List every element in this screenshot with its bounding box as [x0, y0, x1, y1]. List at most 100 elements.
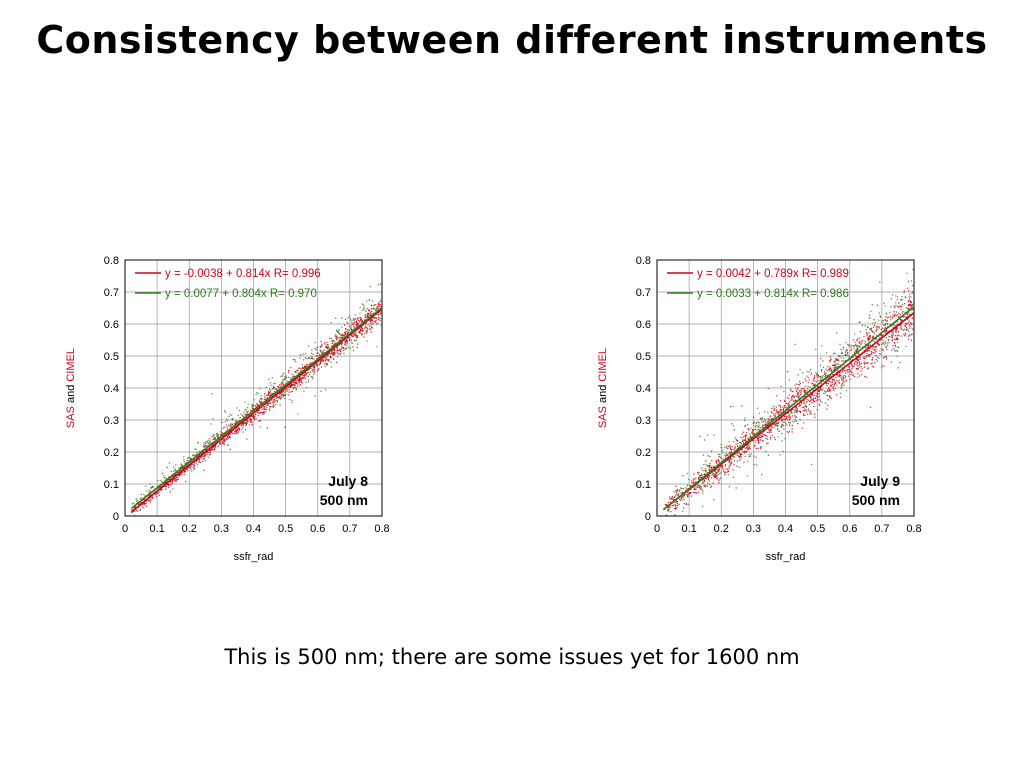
scatter-point: [164, 488, 167, 490]
scatter-point: [864, 347, 867, 349]
scatter-point: [826, 382, 828, 385]
scatter-point: [842, 348, 845, 350]
scatter-point: [375, 304, 377, 306]
scatter-point: [905, 326, 908, 329]
scatter-point: [172, 488, 174, 490]
scatter-point: [761, 421, 764, 423]
scatter-point: [900, 335, 902, 337]
scatter-point: [753, 455, 755, 457]
scatter-point: [302, 375, 304, 377]
scatter-point: [377, 314, 380, 316]
scatter-point: [865, 362, 867, 364]
scatter-point: [365, 332, 368, 334]
scatter-point: [297, 367, 300, 369]
scatter-point: [371, 319, 374, 321]
scatter-point: [769, 438, 772, 440]
scatter-point: [832, 373, 834, 376]
scatter-point: [675, 493, 678, 496]
scatter-point: [280, 396, 283, 398]
scatter-point: [686, 472, 688, 475]
scatter-point: [332, 358, 335, 360]
scatter-point: [173, 466, 175, 468]
scatter-point: [226, 438, 228, 441]
scatter-point: [777, 410, 779, 413]
scatter-point: [680, 497, 682, 500]
scatter-point: [699, 435, 701, 438]
scatter-point: [326, 364, 328, 366]
scatter-point: [727, 470, 730, 472]
scatter-point: [175, 480, 178, 482]
scatter-point: [742, 431, 745, 433]
scatter-point: [213, 433, 215, 436]
scatter-point: [781, 424, 783, 426]
scatter-point: [871, 303, 873, 306]
scatter-point: [838, 379, 841, 381]
scatter-point: [334, 336, 336, 338]
scatter-point: [282, 384, 284, 386]
scatter-point: [885, 316, 887, 318]
scatter-point: [908, 330, 910, 332]
scatter-point: [710, 467, 713, 469]
scatter-point: [779, 406, 782, 408]
scatter-point: [223, 443, 226, 445]
scatter-point: [880, 348, 882, 350]
scatter-point: [679, 499, 682, 502]
scatter-point: [693, 492, 695, 494]
scatter-point: [841, 382, 844, 384]
scatter-point: [791, 396, 793, 398]
scatter-point: [272, 400, 274, 402]
scatter-point: [898, 330, 900, 333]
scatter-point: [317, 352, 319, 355]
scatter-point: [861, 368, 863, 370]
chart-annotation: 500 nm: [320, 492, 368, 508]
scatter-point: [800, 390, 803, 392]
scatter-point: [330, 361, 332, 363]
scatter-point: [680, 492, 682, 494]
scatter-point: [868, 317, 870, 319]
plot-frame: [656, 259, 915, 517]
scatter-point: [314, 395, 316, 397]
scatter-point: [823, 392, 825, 395]
scatter-point: [786, 424, 788, 426]
scatter-point: [828, 368, 831, 370]
scatter-point: [892, 345, 894, 347]
scatter-point: [702, 482, 704, 484]
scatter-point: [161, 480, 163, 483]
scatter-point: [789, 417, 791, 419]
y-tick-label: 0.5: [636, 351, 651, 363]
scatter-point: [304, 367, 306, 369]
scatter-point: [349, 347, 352, 349]
scatter-point: [908, 298, 910, 300]
scatter-point: [356, 346, 359, 349]
scatter-point: [884, 318, 886, 321]
scatter-point: [376, 346, 378, 348]
scatter-point: [880, 335, 883, 337]
scatter-point: [766, 431, 769, 434]
scatter-point: [804, 404, 806, 406]
scatter-point: [338, 333, 340, 335]
scatter-point: [345, 339, 348, 342]
scatter-point: [674, 504, 676, 506]
chart-annotation: July 8: [328, 473, 368, 489]
scatter-point: [722, 469, 725, 471]
scatter-point: [281, 381, 284, 383]
scatter-point: [783, 425, 785, 427]
scatter-point: [293, 385, 296, 387]
scatter-point: [871, 365, 874, 367]
scatter-point: [740, 449, 743, 451]
scatter-point: [319, 362, 321, 364]
scatter-point: [354, 339, 356, 342]
scatter-point: [298, 382, 300, 384]
scatter-point: [360, 326, 362, 329]
scatter-point: [379, 303, 382, 306]
scatter-point: [786, 396, 789, 399]
scatter-point: [316, 346, 318, 348]
scatter-point: [242, 431, 244, 433]
scatter-point: [368, 298, 371, 301]
scatter-point: [321, 358, 324, 360]
scatter-point: [881, 365, 883, 367]
scatter-point: [750, 427, 752, 429]
scatter-point: [872, 352, 875, 354]
scatter-point: [365, 317, 368, 319]
scatter-point: [252, 405, 255, 407]
